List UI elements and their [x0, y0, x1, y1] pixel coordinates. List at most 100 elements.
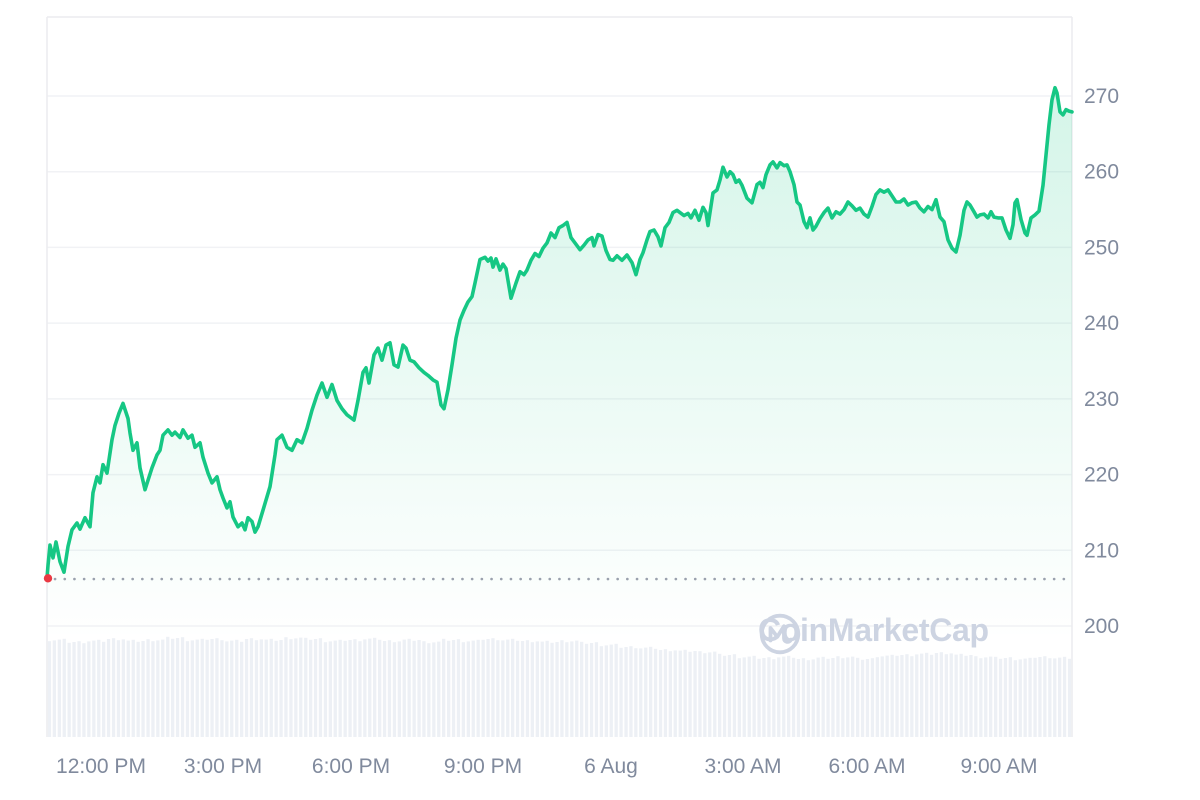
- volume-bar: [353, 639, 357, 737]
- volume-bar: [466, 641, 470, 737]
- volume-bar: [506, 639, 510, 737]
- volume-bar: [703, 653, 707, 737]
- volume-bar: [1053, 658, 1057, 737]
- volume-bar: [998, 658, 1003, 737]
- volume-bar: [614, 643, 618, 737]
- volume-bar: [545, 640, 549, 737]
- volume-bar: [875, 657, 879, 737]
- volume-bar: [205, 639, 209, 737]
- volume-bar: [599, 646, 603, 737]
- y-axis-label: 230: [1084, 388, 1119, 411]
- volume-bar: [821, 656, 825, 737]
- volume-bar: [954, 654, 958, 737]
- volume-bar: [644, 647, 648, 737]
- volume-bar: [979, 658, 983, 737]
- volume-bar: [171, 638, 175, 737]
- volume-bar: [974, 656, 978, 737]
- volume-bar: [333, 640, 337, 737]
- volume-bar: [673, 650, 677, 737]
- volume-bar: [806, 660, 810, 737]
- volume-bar: [299, 637, 303, 737]
- price-line: [45, 85, 1074, 581]
- volume-bar: [328, 641, 332, 737]
- volume-bar: [274, 640, 278, 737]
- volume-bar: [437, 641, 441, 737]
- volume-bar: [609, 644, 613, 737]
- volume-bar: [737, 658, 741, 737]
- volume-bar: [422, 641, 426, 737]
- volume-bar: [151, 641, 155, 737]
- volume-bar: [392, 642, 397, 737]
- volume-bar: [594, 642, 599, 737]
- volume-bar: [688, 651, 692, 737]
- volume-bar: [77, 641, 81, 737]
- volume-bar: [87, 641, 91, 737]
- volume-bar: [1003, 658, 1008, 737]
- volume-bar: [555, 642, 559, 737]
- volume-bar: [323, 642, 328, 737]
- volume-bar: [373, 637, 377, 737]
- volume-bar: [476, 639, 480, 737]
- volume-bar: [1023, 658, 1027, 737]
- volume-bar: [683, 649, 687, 737]
- volume-bar: [653, 648, 658, 737]
- volume-bar: [180, 637, 185, 737]
- volume-bar: [116, 640, 121, 737]
- volume-bar: [1048, 658, 1052, 737]
- volume-bar: [338, 639, 342, 737]
- volume-bar: [471, 640, 475, 737]
- volume-bar: [713, 651, 717, 737]
- volume-bar: [762, 658, 766, 737]
- volume-bar: [1028, 657, 1032, 737]
- y-axis-label: 200: [1084, 615, 1119, 638]
- volume-bar: [82, 643, 86, 737]
- volume-bar: [387, 640, 392, 737]
- volume-bar: [624, 647, 628, 737]
- volume-bar: [540, 641, 544, 737]
- area-fill: [47, 87, 1072, 737]
- volume-bar: [515, 640, 520, 737]
- volume-bar: [944, 654, 948, 737]
- volume-bar: [407, 638, 411, 737]
- volume-bar: [939, 652, 943, 737]
- volume-bar: [777, 657, 781, 737]
- volume-bar: [826, 658, 830, 737]
- volume-bar: [678, 650, 682, 737]
- volume-bar: [131, 639, 135, 737]
- volume-bar: [442, 638, 446, 737]
- volume-bar: [294, 638, 298, 737]
- volume-bar: [304, 637, 308, 737]
- volume-bar: [185, 641, 190, 737]
- volume-bar: [560, 640, 564, 737]
- volume-bar: [62, 638, 66, 737]
- volume-bar: [846, 657, 850, 737]
- volume-bar: [964, 655, 968, 737]
- y-axis-label: 250: [1084, 236, 1119, 259]
- volume-bar: [496, 640, 500, 737]
- volume-bar: [491, 638, 495, 737]
- volume-bar: [146, 639, 150, 737]
- volume-bar: [565, 642, 569, 737]
- volume-bar: [787, 655, 791, 737]
- volume-bar: [279, 640, 283, 737]
- volume-bar: [397, 641, 401, 737]
- volume-bar: [589, 643, 594, 737]
- volume-bar: [584, 643, 589, 737]
- volume-bar: [525, 640, 530, 737]
- y-axis-label: 270: [1084, 85, 1119, 108]
- x-axis-label: 3:00 PM: [184, 755, 262, 778]
- volume-bar: [639, 648, 643, 737]
- volume-bar: [767, 657, 771, 737]
- volume-bar: [791, 657, 796, 737]
- x-axis-label: 6:00 PM: [312, 755, 390, 778]
- volume-bar: [727, 655, 732, 737]
- x-axis-label: 12:00 PM: [56, 755, 146, 778]
- volume-bar: [269, 638, 273, 737]
- volume-bar: [67, 642, 71, 737]
- volume-bar: [156, 640, 160, 737]
- x-axis-label: 3:00 AM: [704, 755, 781, 778]
- volume-bar: [895, 655, 899, 737]
- volume-bar: [363, 639, 367, 737]
